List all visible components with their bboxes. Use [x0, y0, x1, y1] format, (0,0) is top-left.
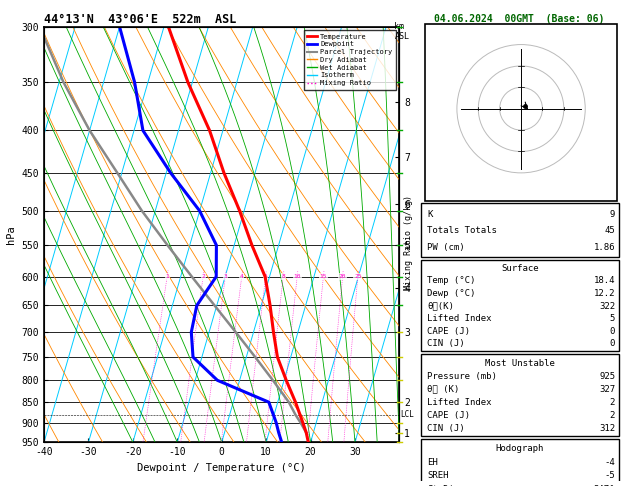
Text: 10: 10 — [294, 274, 301, 279]
Text: 327: 327 — [599, 385, 615, 394]
Bar — [425, 24, 617, 201]
Text: 2: 2 — [610, 398, 615, 407]
Text: 322: 322 — [599, 302, 615, 311]
Bar — [421, 260, 620, 351]
Text: K: K — [427, 210, 432, 219]
Text: Most Unstable: Most Unstable — [485, 359, 555, 367]
Text: 0: 0 — [610, 327, 615, 336]
Text: Temp (°C): Temp (°C) — [427, 277, 476, 285]
Text: Mixing Ratio (g/kg): Mixing Ratio (g/kg) — [404, 195, 413, 291]
Bar — [421, 354, 620, 436]
Text: SREH: SREH — [427, 471, 448, 481]
Bar — [421, 439, 620, 486]
Text: 5: 5 — [610, 314, 615, 323]
Text: -4: -4 — [604, 458, 615, 467]
Text: θᴇ (K): θᴇ (K) — [427, 385, 459, 394]
Text: 2: 2 — [201, 274, 205, 279]
Y-axis label: hPa: hPa — [6, 225, 16, 244]
Text: 347°: 347° — [594, 485, 615, 486]
Text: Lifted Index: Lifted Index — [427, 398, 491, 407]
Text: Pressure (mb): Pressure (mb) — [427, 372, 497, 381]
Text: CAPE (J): CAPE (J) — [427, 411, 470, 420]
Text: Surface: Surface — [501, 264, 539, 273]
Text: CIN (J): CIN (J) — [427, 424, 465, 433]
Text: 45: 45 — [604, 226, 615, 235]
Text: 18.4: 18.4 — [594, 277, 615, 285]
Text: θᴇ(K): θᴇ(K) — [427, 302, 454, 311]
Text: 1.86: 1.86 — [594, 243, 615, 252]
Text: CAPE (J): CAPE (J) — [427, 327, 470, 336]
X-axis label: Dewpoint / Temperature (°C): Dewpoint / Temperature (°C) — [137, 463, 306, 473]
Text: -5: -5 — [604, 471, 615, 481]
Text: 04.06.2024  00GMT  (Base: 06): 04.06.2024 00GMT (Base: 06) — [434, 15, 604, 24]
Text: 8: 8 — [281, 274, 285, 279]
Text: 2: 2 — [610, 411, 615, 420]
Text: 925: 925 — [599, 372, 615, 381]
Text: Dewp (°C): Dewp (°C) — [427, 289, 476, 298]
Text: km
ASL: km ASL — [394, 22, 409, 41]
Text: 3: 3 — [223, 274, 227, 279]
Text: StmDir: StmDir — [427, 485, 459, 486]
Legend: Temperature, Dewpoint, Parcel Trajectory, Dry Adiabat, Wet Adiabat, Isotherm, Mi: Temperature, Dewpoint, Parcel Trajectory… — [304, 30, 396, 89]
Text: 12.2: 12.2 — [594, 289, 615, 298]
Text: CIN (J): CIN (J) — [427, 339, 465, 348]
Text: kt: kt — [429, 29, 440, 37]
Text: 1: 1 — [165, 274, 169, 279]
Text: 25: 25 — [354, 274, 362, 279]
Text: LCL: LCL — [401, 410, 415, 419]
Bar — [421, 203, 620, 257]
Text: 44°13'N  43°06'E  522m  ASL: 44°13'N 43°06'E 522m ASL — [44, 13, 237, 26]
Text: Lifted Index: Lifted Index — [427, 314, 491, 323]
Text: Totals Totals: Totals Totals — [427, 226, 497, 235]
Text: EH: EH — [427, 458, 438, 467]
Text: 312: 312 — [599, 424, 615, 433]
Text: Hodograph: Hodograph — [496, 444, 544, 453]
Text: 6: 6 — [264, 274, 267, 279]
Text: 20: 20 — [339, 274, 347, 279]
Text: 9: 9 — [610, 210, 615, 219]
Text: PW (cm): PW (cm) — [427, 243, 465, 252]
Text: 0: 0 — [610, 339, 615, 348]
Text: © weatheronline.co.uk: © weatheronline.co.uk — [470, 470, 567, 479]
Text: 4: 4 — [240, 274, 243, 279]
Text: 15: 15 — [320, 274, 327, 279]
